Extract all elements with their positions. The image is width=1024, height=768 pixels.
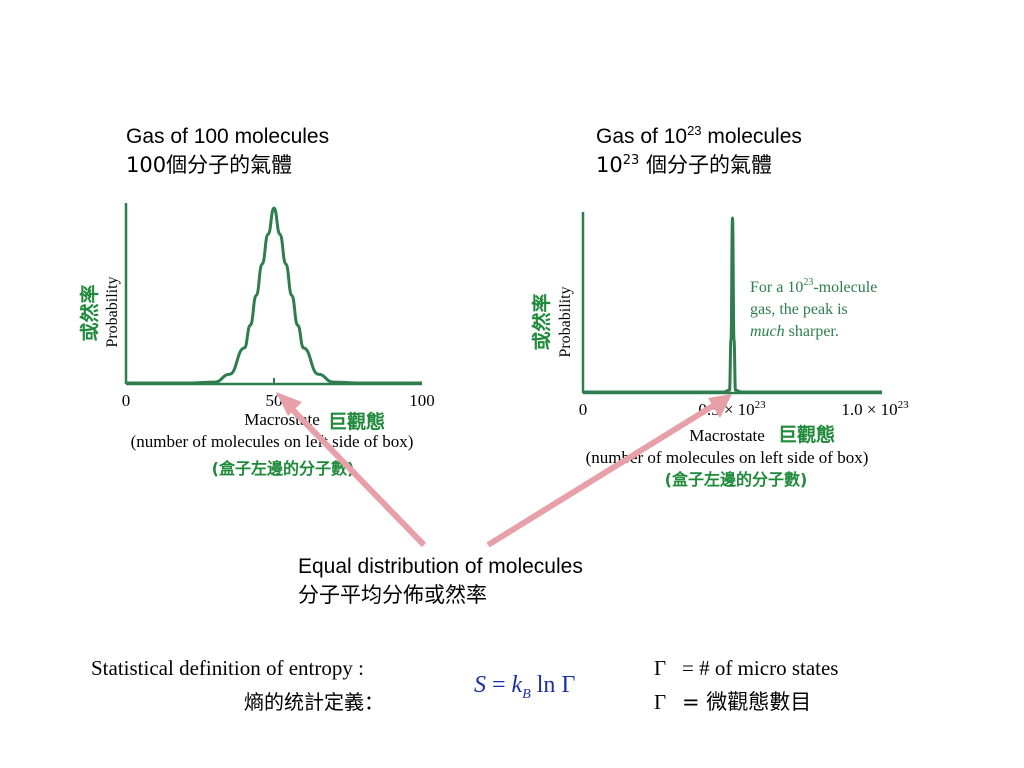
left-title-en: Gas of 100 molecules <box>126 125 330 148</box>
right-annotation-line2: gas, the peak is <box>750 301 848 318</box>
arrows <box>276 392 732 548</box>
left-xlabel-sub-zh: (盒子左邊的分子數) <box>212 459 355 478</box>
formula-B: B <box>522 686 531 702</box>
left-curve <box>126 206 422 385</box>
arrow-right-shaft <box>486 401 718 548</box>
right-title-en-prefix: Gas of 10 <box>596 125 688 148</box>
def-micro-states: Γ = # of micro states <box>654 656 838 681</box>
right-title-zh-suffix: 個分子的氣體 <box>639 153 772 177</box>
right-tick-max: 1.0 × 1023 <box>841 399 909 419</box>
right-xlabel-sub: (number of molecules on left side of box… <box>586 448 869 467</box>
def1-text: = # of micro states <box>682 656 839 680</box>
formula-ln: ln <box>530 672 562 698</box>
left-ylabel: Probability <box>104 276 121 347</box>
def1-symbol: Γ <box>654 656 667 680</box>
def2-text: = 微觀態數目 <box>682 690 812 714</box>
def-micro-states-zh: Γ = 微觀態數目 <box>654 686 811 716</box>
right-annotation-line1: For a 1023-molecule <box>750 277 877 296</box>
right-title-zh-exp: 23 <box>622 153 640 168</box>
equal-distribution-zh: 分子平均分佈或然率 <box>298 583 487 607</box>
left-xlabel-zh: 巨觀態 <box>328 410 385 433</box>
right-tick-0: 0 <box>579 400 588 419</box>
entropy-label-en: Statistical definition of entropy : <box>91 656 364 680</box>
right-title-en-exp: 23 <box>687 123 702 138</box>
right-xlabel-zh: 巨觀態 <box>778 423 835 446</box>
equal-distribution-en: Equal distribution of molecules <box>298 555 583 578</box>
def2-symbol: Γ <box>654 690 667 714</box>
left-chart: 0 50 100 Probability 或然率 Macrostate 巨觀態 … <box>78 203 435 478</box>
arrow-left-head <box>276 392 302 416</box>
right-chart: 0 0.5 × 1023 1.0 × 1023 Probability 或然率 … <box>530 212 909 489</box>
right-title-zh-prefix: 10 <box>596 153 623 177</box>
left-title-zh: 100個分子的氣體 <box>126 153 293 177</box>
right-ylabel-zh: 或然率 <box>530 293 553 350</box>
entropy-formula: S = kB ln Γ <box>474 672 575 703</box>
right-curve <box>583 216 882 394</box>
formula-S: S <box>474 672 486 698</box>
left-xlabel-sub: (number of molecules on left side of box… <box>131 432 414 451</box>
right-xlabel-sub-zh: (盒子左邊的分子數) <box>665 470 808 489</box>
entropy-label-zh: 熵的统計定義： <box>244 690 384 714</box>
left-tick-0: 0 <box>122 391 131 410</box>
right-ylabel: Probability <box>557 286 574 357</box>
left-ylabel-zh: 或然率 <box>78 284 101 341</box>
right-annotation-line3: much sharper. <box>750 323 839 340</box>
right-xlabel: Macrostate <box>689 426 765 445</box>
left-tick-100: 100 <box>409 391 435 410</box>
arrow-right-head <box>708 394 732 418</box>
right-title-en-suffix: molecules <box>701 125 802 148</box>
formula-k: k <box>511 672 523 698</box>
right-title-en: Gas of 1023 molecules <box>596 123 802 150</box>
arrow-left-shaft <box>287 404 427 548</box>
formula-eq: = <box>486 672 512 698</box>
formula-gamma: Γ <box>561 672 576 698</box>
right-title-zh: 1023 個分子的氣體 <box>596 152 772 179</box>
